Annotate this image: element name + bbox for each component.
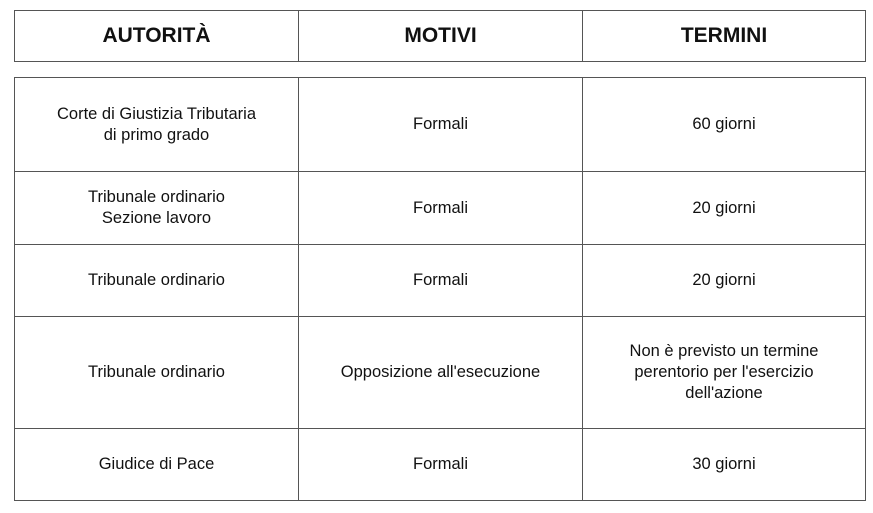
cell-authority: Tribunale ordinario [14, 244, 299, 317]
cell-authority: Tribunale ordinario [14, 316, 299, 429]
cell-authority: Corte di Giustizia Tributaria di primo g… [14, 77, 299, 172]
table-row: Tribunale ordinario Sezione lavoro Forma… [14, 171, 866, 245]
header-table: AUTORITÀ MOTIVI TERMINI [14, 10, 866, 62]
cell-deadline: 60 giorni [582, 77, 866, 172]
cell-deadline: Non è previsto un termine perentorio per… [582, 316, 866, 429]
cell-authority: Tribunale ordinario Sezione lavoro [14, 171, 299, 245]
header-deadlines: TERMINI [582, 10, 866, 62]
table-row: Giudice di Pace Formali 30 giorni [14, 428, 866, 501]
cell-reasons: Formali [298, 77, 583, 172]
cell-reasons: Formali [298, 428, 583, 501]
header-row: AUTORITÀ MOTIVI TERMINI [14, 10, 866, 62]
header-reasons: MOTIVI [298, 10, 583, 62]
table-row: Tribunale ordinario Opposizione all'esec… [14, 316, 866, 429]
header-authority: AUTORITÀ [14, 10, 299, 62]
cell-reasons: Formali [298, 171, 583, 245]
cell-deadline: 30 giorni [582, 428, 866, 501]
cell-deadline: 20 giorni [582, 171, 866, 245]
table-row: Corte di Giustizia Tributaria di primo g… [14, 77, 866, 172]
table-row: Tribunale ordinario Formali 20 giorni [14, 244, 866, 317]
cell-deadline: 20 giorni [582, 244, 866, 317]
cell-reasons: Formali [298, 244, 583, 317]
cell-reasons: Opposizione all'esecuzione [298, 316, 583, 429]
cell-authority: Giudice di Pace [14, 428, 299, 501]
body-table: Corte di Giustizia Tributaria di primo g… [14, 77, 866, 501]
